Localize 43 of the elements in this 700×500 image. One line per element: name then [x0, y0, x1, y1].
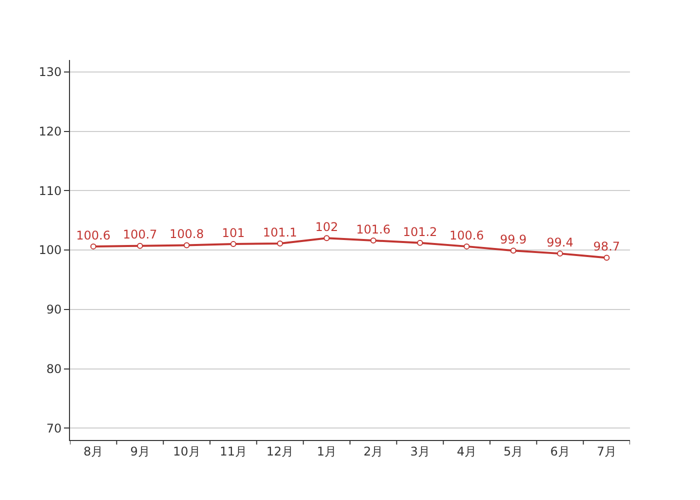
point — [137, 242, 143, 249]
data-label: 100.6 — [76, 228, 111, 242]
x-tick-label: 10月 — [173, 444, 200, 458]
x-tick-label: 4月 — [456, 444, 476, 458]
x-tick-label: 5月 — [504, 444, 524, 458]
data-label: 98.7 — [593, 240, 620, 254]
data-label: 100.8 — [169, 227, 204, 242]
data-label: 101 — [222, 226, 245, 240]
y-tick-label: 70 — [46, 421, 62, 436]
point — [277, 240, 283, 246]
point — [510, 248, 516, 254]
data-label: 99.4 — [546, 235, 574, 250]
point — [324, 235, 330, 242]
x-tick-label: 3月 — [410, 444, 430, 458]
y-tick-label: 120 — [38, 124, 62, 138]
x-tick-label: 8月 — [84, 444, 104, 458]
y-tick-label: 80 — [46, 362, 62, 376]
point — [557, 250, 563, 257]
x-tick-label: 7月 — [596, 444, 616, 458]
point — [464, 243, 470, 250]
point — [184, 242, 190, 248]
x-tick-label: 1月 — [316, 444, 336, 458]
data-label: 101.1 — [262, 225, 298, 240]
data-label: 102 — [315, 220, 338, 234]
y-tick-label: 110 — [38, 184, 62, 198]
data-label: 99.9 — [500, 232, 527, 246]
data-label: 101.6 — [356, 222, 391, 236]
x-tick-label: 12月 — [266, 444, 294, 458]
point — [230, 241, 236, 248]
data-label: 100.7 — [122, 228, 158, 242]
x-tick-label: 11月 — [220, 444, 247, 458]
point — [604, 254, 610, 261]
y-tick-label: 100 — [38, 243, 62, 258]
x-tick-label: 2月 — [364, 444, 384, 458]
x-tick-label: 9月 — [130, 444, 150, 458]
point — [370, 238, 376, 244]
point — [417, 240, 423, 246]
y-tick-label: 90 — [46, 302, 62, 317]
point — [90, 243, 96, 250]
data-label: 101.2 — [402, 224, 438, 239]
data-label: 100.6 — [449, 228, 484, 242]
y-tick-label: 130 — [38, 65, 62, 80]
x-tick-label: 6月 — [550, 444, 570, 458]
